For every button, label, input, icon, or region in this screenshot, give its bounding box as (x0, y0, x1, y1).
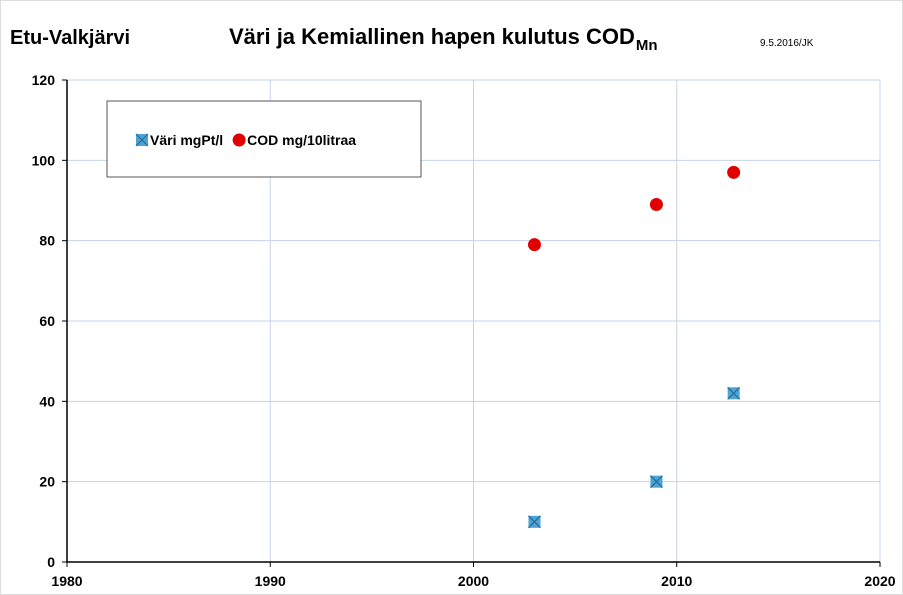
marker-cross (727, 386, 741, 400)
point (527, 238, 541, 252)
y-tick-label: 40 (39, 393, 55, 409)
y-tick-label: 100 (32, 152, 56, 168)
y-tick-label: 20 (39, 474, 55, 490)
marker-cross (528, 515, 541, 529)
point (649, 198, 663, 212)
y-tick-label: 0 (47, 554, 55, 570)
legend-marker (232, 133, 246, 147)
x-tick-label: 2020 (864, 573, 895, 589)
point (727, 386, 741, 400)
x-tick-label: 2010 (661, 573, 692, 589)
legend: Väri mgPt/l COD mg/10litraa (106, 100, 422, 178)
y-tick-label: 60 (39, 313, 55, 329)
point (650, 475, 663, 489)
point (727, 165, 741, 179)
y-tick-label: 120 (32, 72, 56, 88)
marker-cross (135, 133, 149, 147)
legend-marker (135, 133, 149, 147)
y-tick-label: 80 (39, 233, 55, 249)
point (528, 515, 541, 529)
legend-label: COD mg/10litraa (247, 132, 356, 148)
site-name: Etu-Valkjärvi (10, 27, 130, 49)
x-tick-label: 1990 (255, 573, 286, 589)
marker-cross (650, 475, 663, 489)
date-note: 9.5.2016/JK (760, 38, 814, 49)
legend-box (106, 100, 422, 178)
legend-label: Väri mgPt/l (150, 132, 223, 148)
title-subscript: Mn (636, 37, 658, 54)
x-tick-label: 1980 (51, 573, 82, 589)
chart-title: Väri ja Kemiallinen hapen kulutus COD (229, 24, 635, 49)
x-tick-label: 2000 (458, 573, 489, 589)
